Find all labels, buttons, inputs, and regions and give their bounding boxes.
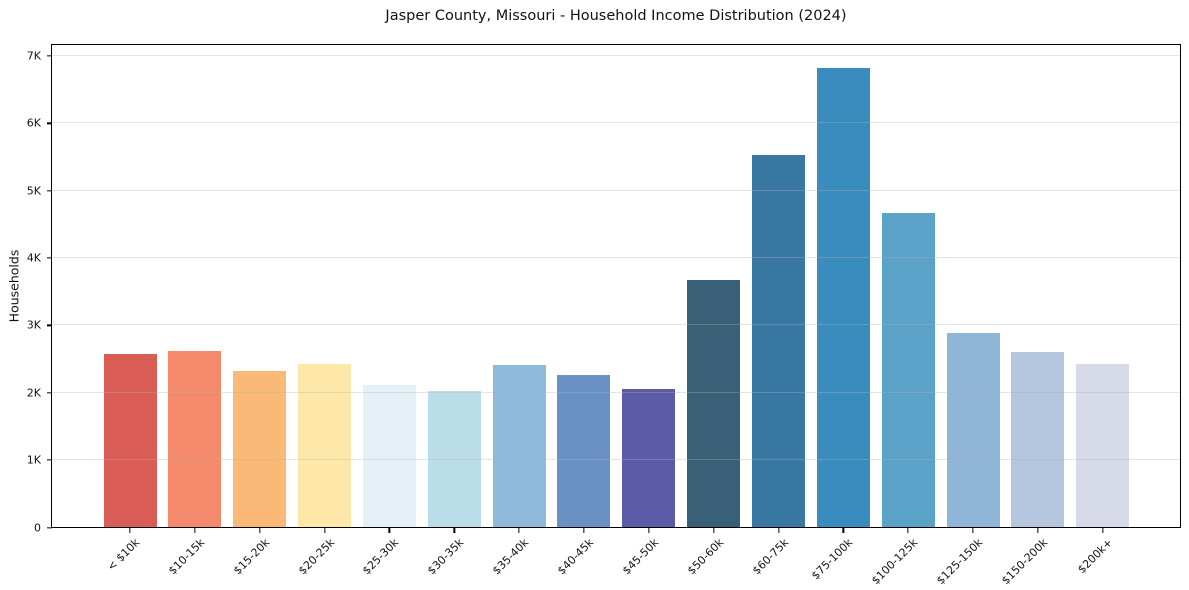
x-tick-label: $40-45k: [554, 536, 597, 578]
bar: [687, 280, 741, 528]
x-tick-mark: [323, 527, 326, 533]
x-tick-label: $30-35k: [425, 536, 467, 578]
x-tick-label: $10-15k: [165, 536, 208, 578]
y-tick-label: 7K: [26, 49, 41, 63]
x-tick-label: $35-40k: [490, 536, 532, 578]
x-tick-label: $125-150k: [934, 536, 986, 588]
gridline: [52, 324, 1181, 326]
bar: [557, 374, 611, 528]
bar: [492, 365, 546, 528]
y-tick-label: 1K: [26, 453, 41, 467]
y-tick-mark: [46, 122, 52, 124]
y-tick-mark: [46, 459, 52, 461]
gridline: [52, 459, 1181, 461]
bar: [168, 351, 222, 528]
bar: [816, 68, 870, 528]
y-tick-label: 6K: [26, 116, 41, 130]
y-tick-mark: [46, 324, 52, 327]
x-tick-mark: [388, 527, 391, 533]
bar: [298, 363, 352, 528]
bar: [881, 212, 935, 528]
y-tick-mark: [46, 55, 52, 57]
gridline: [52, 257, 1181, 259]
bar: [427, 391, 481, 528]
x-tick-label: $200k+: [1074, 536, 1115, 577]
x-tick-label: $100-125k: [869, 536, 921, 588]
y-tick-label: 2K: [26, 386, 41, 400]
bar: [233, 371, 287, 528]
x-tick-mark: [907, 527, 909, 533]
x-tick-mark: [1037, 527, 1039, 533]
y-tick-label: 3K: [26, 318, 41, 332]
gridline: [52, 391, 1181, 393]
x-tick-mark: [648, 527, 650, 533]
bar: [1076, 364, 1130, 528]
bar: [752, 154, 805, 528]
x-tick-mark: [972, 527, 974, 533]
y-tick-label: 4K: [26, 251, 41, 265]
x-tick-mark: [518, 527, 520, 533]
gridline: [52, 54, 1181, 56]
x-tick-mark: [777, 527, 780, 533]
x-tick-label: $15-20k: [230, 536, 272, 578]
bar: [103, 353, 157, 528]
y-tick-label: 5K: [26, 184, 41, 198]
chart-title: Jasper County, Missouri - Household Inco…: [385, 8, 847, 24]
y-tick-label: 0: [34, 521, 41, 534]
x-tick-label: $25-30k: [360, 536, 402, 578]
x-tick-mark: [1102, 527, 1104, 533]
x-tick-mark: [194, 527, 196, 533]
y-tick-mark: [46, 257, 52, 259]
x-tick-mark: [842, 527, 844, 533]
plot-area: [52, 45, 1181, 528]
x-tick-label: $75-100k: [809, 536, 856, 583]
x-tick-label: < $10k: [104, 536, 143, 574]
x-tick-label: $45-50k: [619, 536, 661, 578]
x-tick-label: $50-60k: [684, 536, 726, 578]
x-tick-mark: [712, 527, 715, 533]
gridline: [52, 189, 1181, 191]
bar: [622, 389, 676, 528]
x-tick-label: $20-25k: [295, 536, 337, 578]
x-tick-label: $150-200k: [998, 536, 1051, 588]
y-tick-mark: [46, 526, 52, 529]
bar: [946, 332, 1000, 528]
x-tick-mark: [259, 527, 261, 533]
x-tick-mark: [453, 527, 455, 533]
x-tick-mark: [129, 527, 131, 533]
y-tick-mark: [46, 392, 52, 394]
bar: [1011, 352, 1065, 528]
bar: [362, 384, 416, 528]
gridline: [52, 122, 1181, 124]
y-tick-mark: [46, 190, 52, 192]
x-tick-mark: [583, 527, 585, 533]
x-tick-label: $60-75k: [749, 536, 791, 578]
